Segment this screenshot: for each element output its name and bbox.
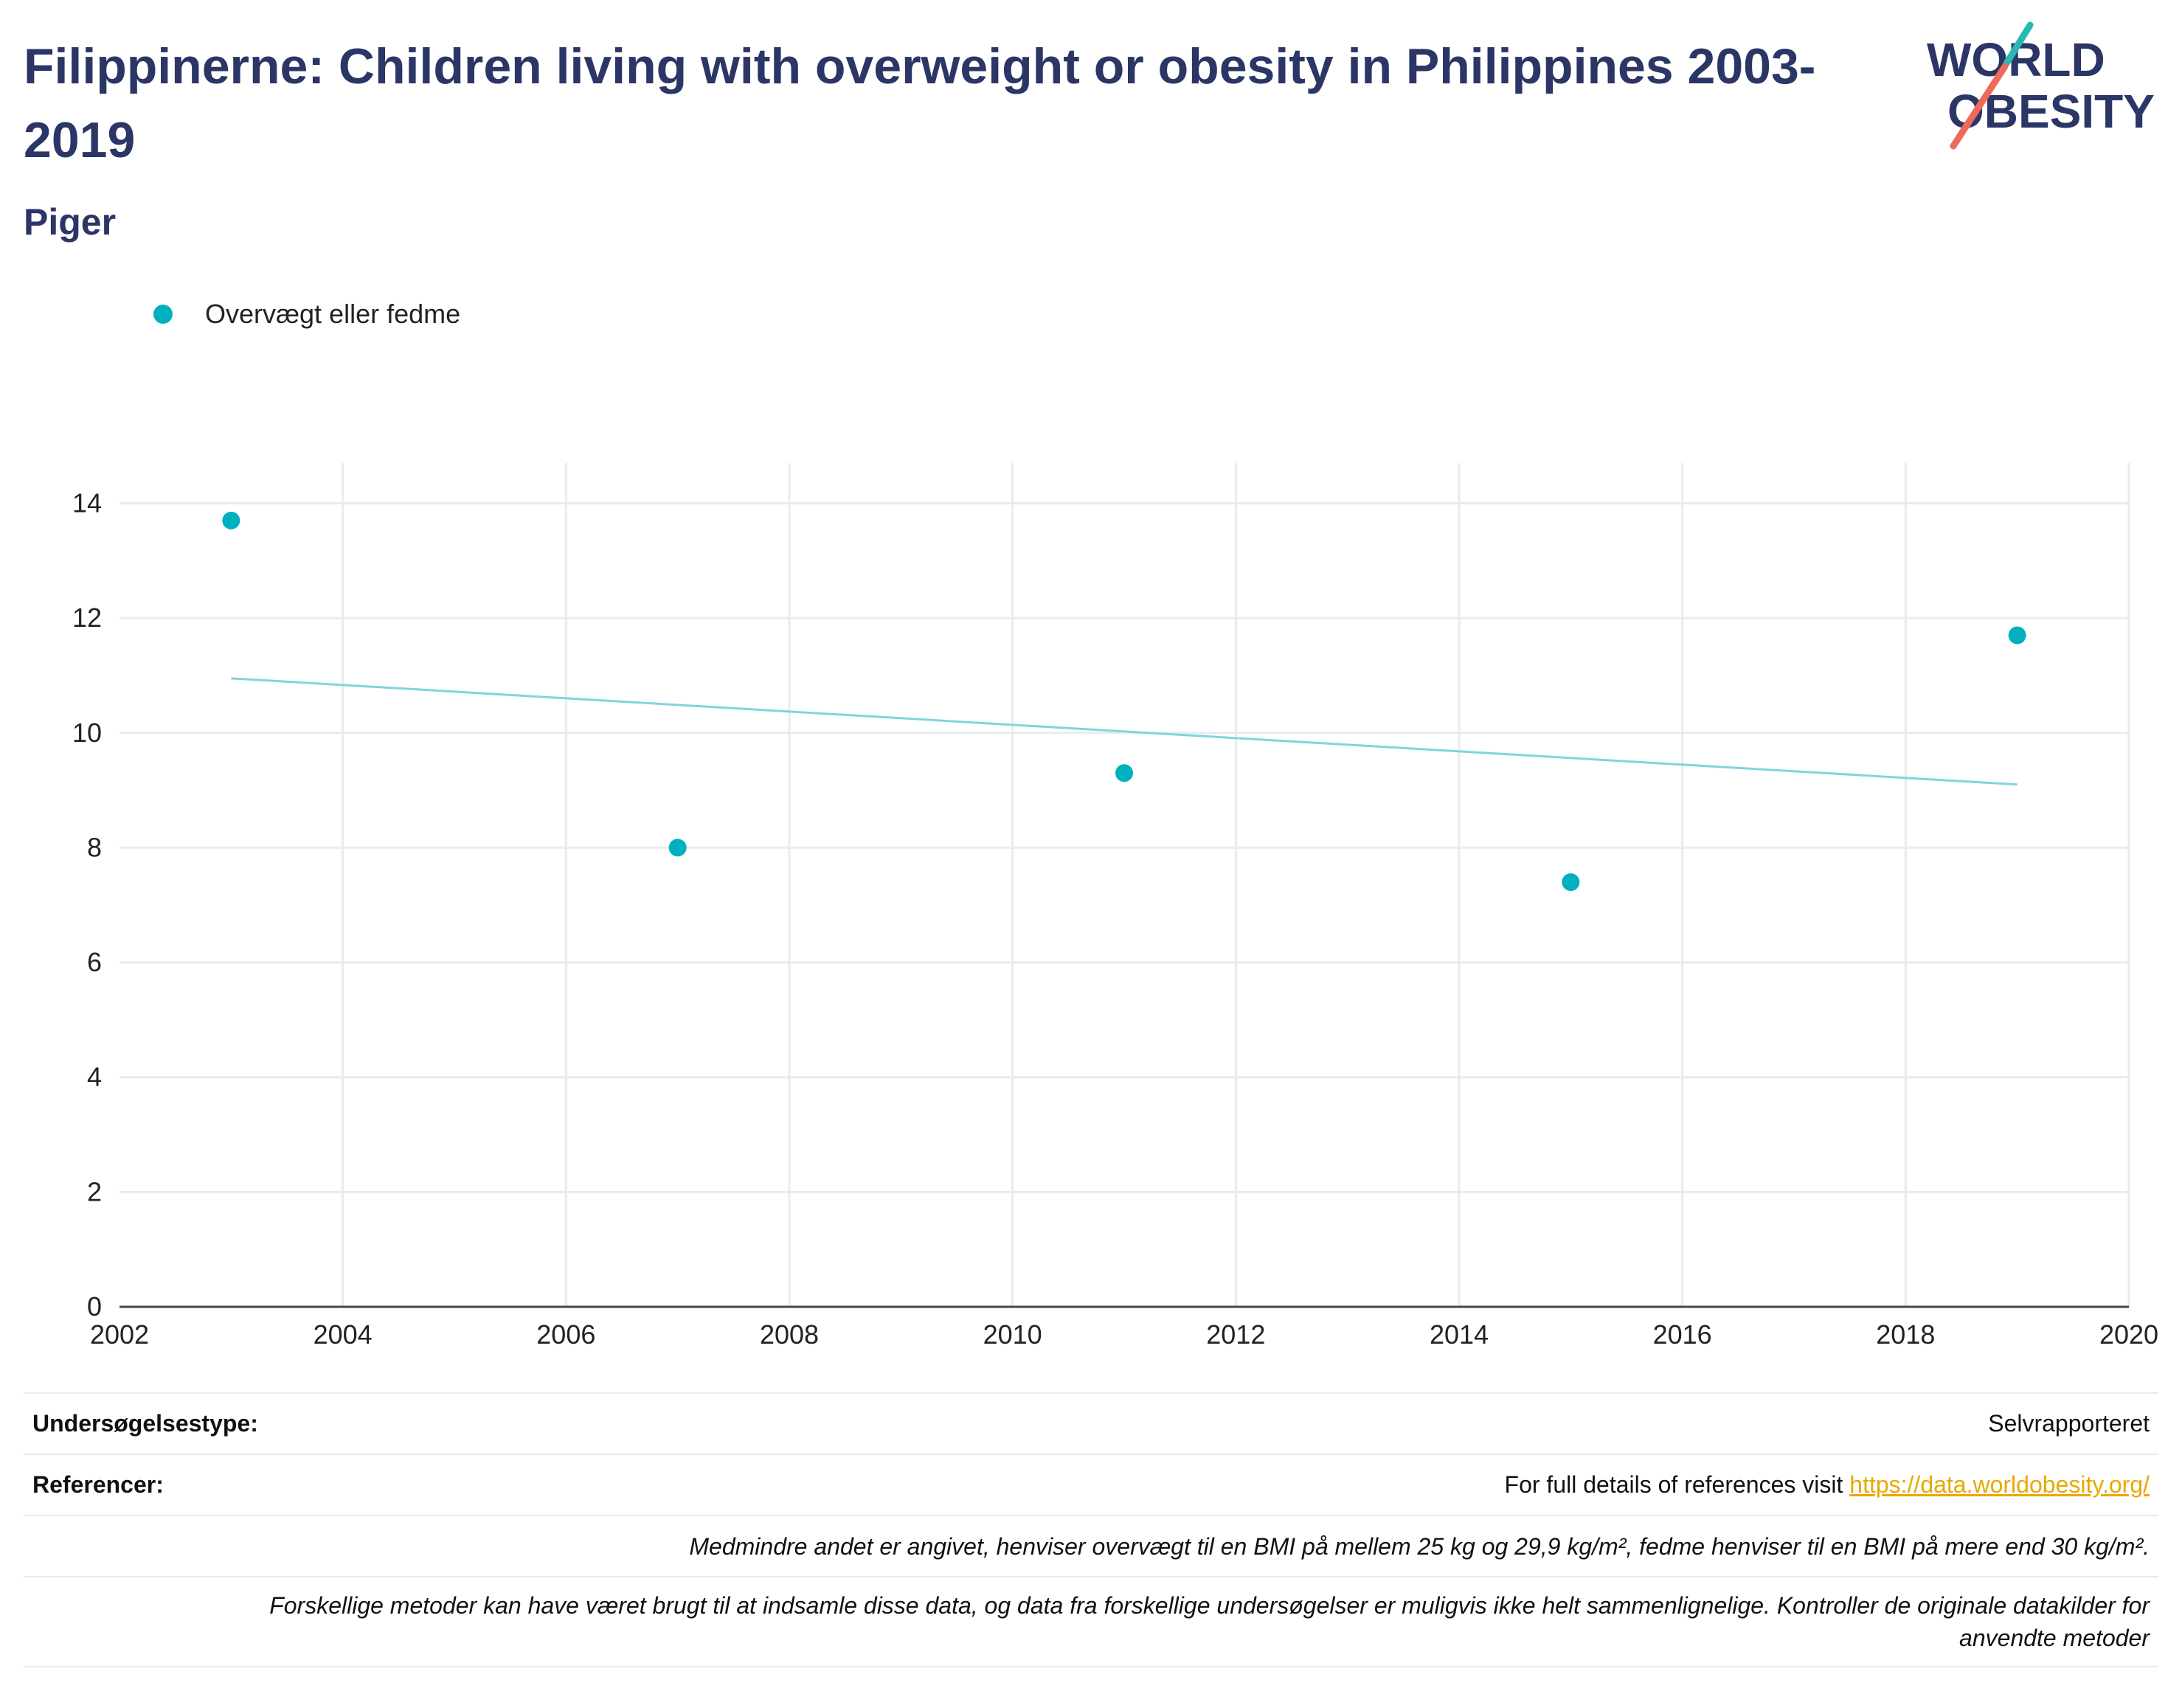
x-tick-label: 2008	[760, 1319, 819, 1350]
data-point	[222, 511, 240, 530]
data-point	[1562, 873, 1580, 892]
trend-layer	[231, 677, 2018, 786]
x-tick-label: 2002	[90, 1319, 149, 1350]
y-tick-label: 0	[87, 1291, 102, 1322]
x-tick-label: 2012	[1206, 1319, 1265, 1350]
methods-note-line2: anvendte metoder	[1959, 1625, 2150, 1651]
y-tick-label: 8	[87, 832, 102, 862]
references-link[interactable]: https://data.worldobesity.org/	[1849, 1471, 2150, 1498]
scatter-chart: 2002 2004 2006 2008 2010 2012 2014 2016 2018 2020…	[72, 463, 2158, 1350]
chart-subtitle: Piger	[24, 201, 117, 243]
survey-type-label: Undersøgelsestype:	[32, 1410, 258, 1437]
data-point	[1115, 764, 1133, 782]
y-tick-label: 2	[87, 1176, 102, 1207]
y-tick-label: 4	[87, 1062, 102, 1092]
x-tick-label: 2020	[2099, 1319, 2158, 1350]
grid-lines	[120, 463, 2130, 1307]
methods-note-line1: Forskellige metoder kan have været brugt…	[269, 1592, 2150, 1619]
x-tick-label: 2010	[983, 1319, 1042, 1350]
definition-note-row: Medmindre andet er angivet, henviser ove…	[24, 1515, 2158, 1576]
logo-text-world: WORLD	[1927, 33, 2105, 86]
data-point	[668, 839, 687, 857]
legend-marker	[153, 305, 173, 324]
x-tick-label: 2004	[314, 1319, 373, 1350]
survey-type-row: Undersøgelsestype: Selvrapporteret	[24, 1392, 2158, 1454]
references-row: Referencer: For full details of referenc…	[24, 1454, 2158, 1515]
logo-slash-teal	[2003, 21, 2034, 67]
x-tick-label: 2018	[1876, 1319, 1935, 1350]
y-tick-label: 10	[72, 718, 102, 748]
data-point	[2008, 626, 2026, 645]
x-tick-label: 2006	[536, 1319, 595, 1350]
references-value: For full details of references visit htt…	[1505, 1471, 2150, 1499]
chart-title: Filippinerne: Children living with overw…	[24, 38, 1816, 168]
logo-slash-coral	[1950, 63, 2009, 150]
legend-label: Overvægt eller fedme	[205, 299, 461, 329]
axes: 2002 2004 2006 2008 2010 2012 2014 2016 2018 2020…	[72, 487, 2158, 1350]
y-tick-label: 14	[72, 487, 102, 518]
data-points	[222, 511, 2026, 892]
logo-text-obesity: OBESITY	[1947, 85, 2155, 138]
x-tick-label: 2014	[1430, 1319, 1489, 1350]
y-tick-label: 12	[72, 603, 102, 633]
references-text: For full details of references visit	[1504, 1471, 1850, 1498]
world-obesity-logo: WORLD OBESITY	[1927, 21, 2155, 150]
survey-type-value: Selvrapporteret	[1988, 1410, 2150, 1437]
y-tick-label: 6	[87, 947, 102, 977]
references-label: Referencer:	[32, 1471, 164, 1498]
chart-legend[interactable]: Overvægt eller fedme	[153, 292, 460, 336]
x-tick-label: 2016	[1653, 1319, 1712, 1350]
trend-line	[231, 677, 2018, 786]
methods-note: Forskellige metoder kan have været brugt…	[269, 1589, 2150, 1654]
info-table: Undersøgelsestype: Selvrapporteret Refer…	[24, 1392, 2158, 1667]
methods-note-row: Forskellige metoder kan have været brugt…	[24, 1576, 2158, 1667]
definition-note: Medmindre andet er angivet, henviser ove…	[689, 1532, 2150, 1560]
